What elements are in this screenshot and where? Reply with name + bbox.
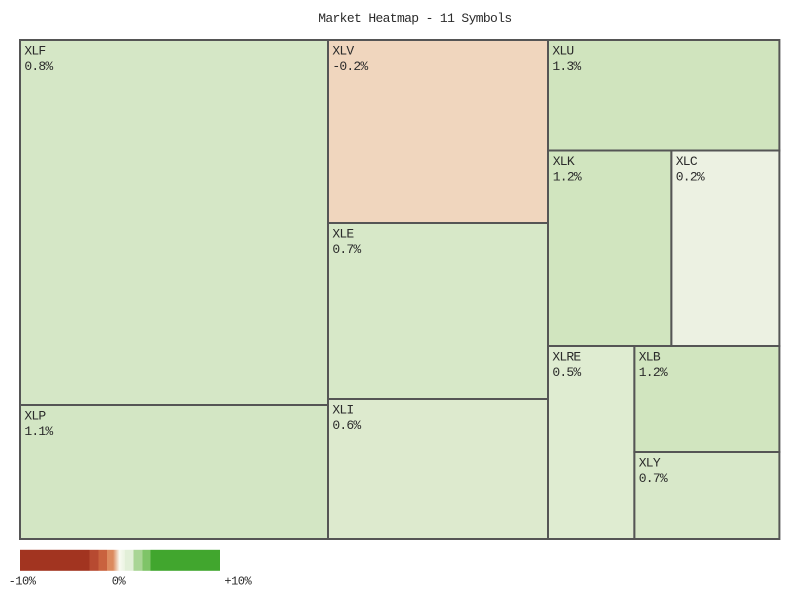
svg-text:1.3%: 1.3%: [552, 59, 581, 74]
svg-text:XLV: XLV: [332, 44, 354, 59]
svg-text:+10%: +10%: [224, 575, 252, 589]
svg-text:Market Heatmap - 11 Symbols: Market Heatmap - 11 Symbols: [318, 11, 511, 26]
svg-text:1.1%: 1.1%: [24, 424, 53, 439]
svg-text:XLF: XLF: [24, 44, 45, 59]
svg-text:XLP: XLP: [24, 409, 46, 424]
svg-text:XLE: XLE: [332, 227, 354, 242]
svg-text:XLB: XLB: [639, 350, 661, 365]
svg-text:XLK: XLK: [553, 154, 575, 169]
svg-text:0%: 0%: [112, 575, 127, 589]
svg-text:0.7%: 0.7%: [332, 242, 361, 257]
svg-text:XLU: XLU: [552, 44, 573, 59]
svg-text:XLY: XLY: [639, 456, 661, 471]
svg-text:XLRE: XLRE: [552, 350, 581, 365]
svg-text:0.8%: 0.8%: [24, 59, 53, 74]
svg-text:1.2%: 1.2%: [639, 365, 668, 380]
svg-text:0.6%: 0.6%: [332, 418, 361, 433]
svg-text:-10%: -10%: [9, 575, 37, 589]
svg-text:0.5%: 0.5%: [552, 365, 581, 380]
svg-text:-0.2%: -0.2%: [332, 59, 368, 74]
svg-text:0.7%: 0.7%: [639, 471, 668, 486]
svg-text:XLC: XLC: [676, 154, 698, 169]
svg-text:0.2%: 0.2%: [676, 170, 705, 185]
svg-text:1.2%: 1.2%: [553, 170, 582, 185]
svg-text:XLI: XLI: [332, 403, 353, 418]
